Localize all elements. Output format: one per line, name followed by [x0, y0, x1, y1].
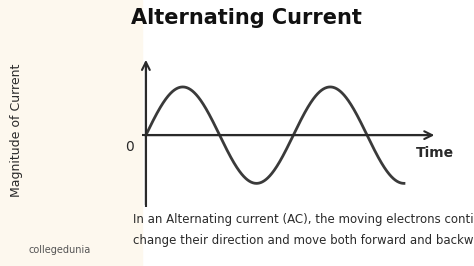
Text: Time: Time: [416, 146, 454, 160]
Text: change their direction and move both forward and backward: change their direction and move both for…: [133, 234, 474, 247]
Text: In an Alternating current (AC), the moving electrons continuously: In an Alternating current (AC), the movi…: [133, 213, 474, 226]
Text: 0: 0: [125, 140, 134, 154]
Text: collegedunia: collegedunia: [28, 245, 91, 255]
Text: Magnitude of Current: Magnitude of Current: [10, 64, 23, 197]
Text: Alternating Current: Alternating Current: [131, 8, 362, 28]
